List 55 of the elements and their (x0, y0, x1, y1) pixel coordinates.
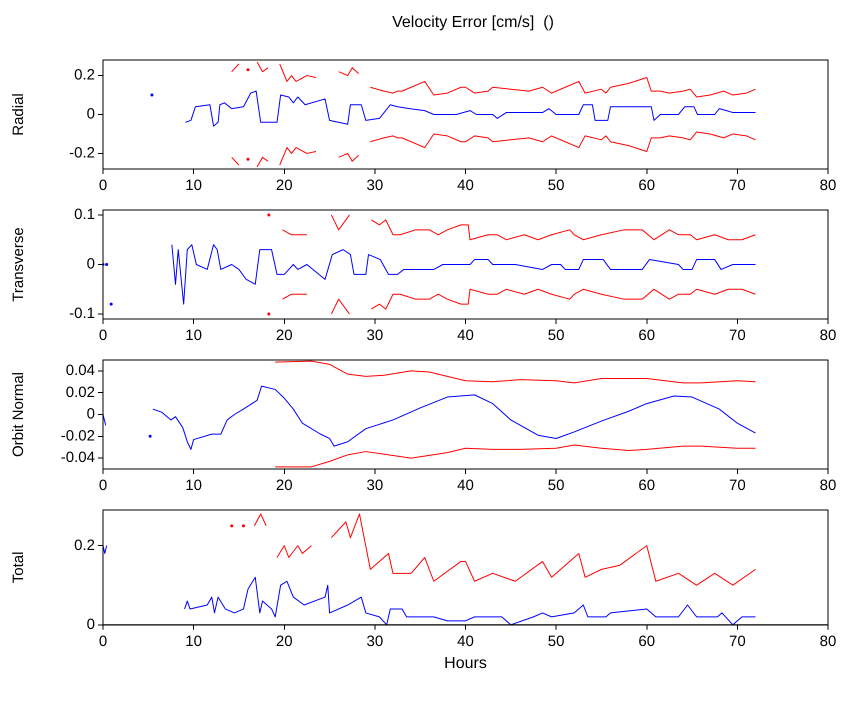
x-tick-label: 80 (820, 477, 836, 494)
y-axis-title: Total (10, 552, 28, 584)
x-tick-label: 0 (98, 327, 108, 344)
x-tick-label: 70 (729, 477, 746, 494)
x-tick-label: 10 (185, 177, 202, 194)
y-tick-label: 0.02 (66, 384, 95, 401)
y-tick-label: 0.2 (74, 536, 95, 554)
y-tick-label: 0 (86, 406, 95, 423)
x-tick-label: 40 (457, 632, 474, 650)
x-tick-label: 30 (366, 477, 384, 494)
y-tick-label: -0.2 (69, 144, 95, 162)
chart-title: Velocity Error [cm/s] () (391, 13, 555, 33)
x-tick-label: 40 (457, 327, 474, 344)
y-tick-label: -0.04 (60, 449, 95, 466)
x-tick-label: 80 (820, 632, 836, 650)
x-tick-label: 60 (638, 477, 656, 494)
x-tick-label: 10 (185, 327, 202, 344)
y-tick-label: 0.04 (66, 362, 95, 380)
x-tick-label: 40 (457, 477, 474, 494)
x-tick-label: 60 (638, 632, 656, 650)
y-tick-label: 0.1 (74, 206, 95, 224)
x-tick-label: 0 (98, 632, 108, 650)
x-tick-label: 20 (276, 477, 293, 494)
x-tick-label: 60 (638, 327, 656, 344)
x-tick-label: 20 (276, 177, 293, 194)
x-tick-label: 50 (548, 177, 564, 194)
x-tick-label: 70 (729, 177, 746, 194)
x-tick-label: 10 (185, 632, 202, 650)
y-axis-title: Transverse (10, 227, 28, 302)
x-tick-label: 0 (98, 177, 108, 194)
x-tick-label: 40 (457, 177, 474, 194)
x-tick-label: 70 (729, 632, 746, 650)
y-tick-label: -0.02 (60, 427, 95, 444)
y-tick-label: 0 (86, 256, 95, 273)
y-axis-title: Orbit Normal (10, 372, 28, 458)
x-tick-label: 30 (366, 632, 384, 650)
x-tick-label: 50 (548, 632, 564, 650)
x-tick-label: 20 (276, 632, 293, 650)
x-tick-label: 80 (820, 177, 836, 194)
x-tick-label: 50 (548, 327, 564, 344)
y-tick-label: 0 (86, 106, 95, 123)
y-tick-label: 0 (86, 616, 95, 633)
x-tick-label: 70 (729, 327, 746, 344)
x-tick-label: 20 (276, 327, 293, 344)
x-tick-label: 0 (98, 477, 108, 494)
x-tick-label: 30 (366, 177, 384, 194)
x-tick-label: 80 (820, 327, 836, 344)
x-tick-label: 10 (185, 477, 202, 494)
y-tick-label: 0.2 (74, 66, 95, 84)
x-tick-label: 60 (638, 177, 656, 194)
y-tick-label: -0.1 (69, 305, 95, 322)
x-tick-label: 30 (366, 327, 384, 344)
x-tick-label: 50 (548, 477, 564, 494)
x-axis-title: Hours (444, 654, 487, 672)
y-axis-title: Radial (10, 93, 28, 136)
